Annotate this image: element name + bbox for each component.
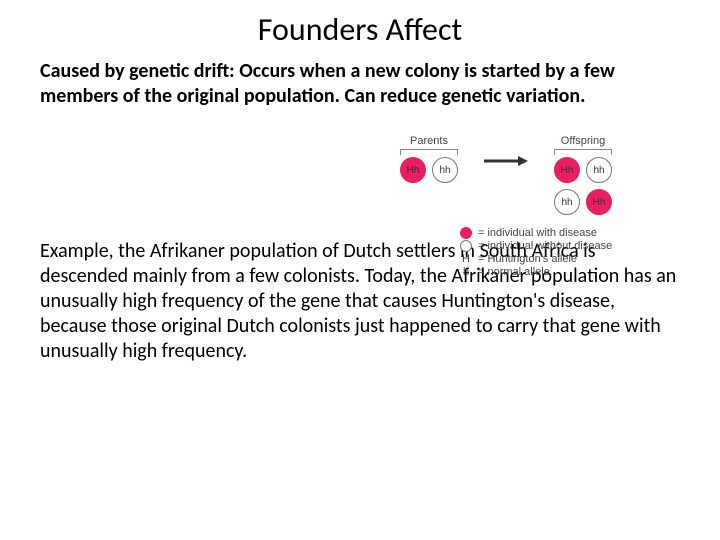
- legend-text: = Huntington's allele: [478, 253, 577, 265]
- offspring-circle: Hh: [554, 157, 580, 183]
- legend-text: = individual without disease: [478, 240, 612, 252]
- legend-letter: h: [460, 266, 472, 278]
- slide-title: Founders Affect: [40, 10, 680, 49]
- legend-row: H = Huntington's allele: [460, 253, 680, 265]
- empty-circle-icon: [460, 240, 472, 252]
- inheritance-diagram: Parents Hh hh Offspring Hh hh hh Hh: [400, 135, 680, 279]
- arrow-icon: [484, 155, 528, 167]
- legend-row: = individual with disease: [460, 227, 680, 239]
- parents-label: Parents: [410, 135, 448, 147]
- legend-row: h = normal allele: [460, 266, 680, 278]
- legend-letter: H: [460, 253, 472, 265]
- legend-text: = individual with disease: [478, 227, 597, 239]
- offspring-circle: Hh: [586, 189, 612, 215]
- offspring-group: Offspring Hh hh hh Hh: [554, 135, 612, 215]
- parent-circle: hh: [432, 157, 458, 183]
- legend-text: = normal allele: [478, 266, 550, 278]
- filled-circle-icon: [460, 227, 472, 239]
- offspring-circle: hh: [554, 189, 580, 215]
- offspring-bracket: [554, 149, 612, 155]
- parents-group: Parents Hh hh: [400, 135, 458, 183]
- legend-row: = individual without disease: [460, 240, 680, 252]
- offspring-label: Offspring: [561, 135, 605, 147]
- parent-circle: Hh: [400, 157, 426, 183]
- parents-bracket: [400, 149, 458, 155]
- diagram-legend: = individual with disease = individual w…: [460, 227, 680, 278]
- intro-text: Caused by genetic drift: Occurs when a n…: [40, 59, 680, 109]
- offspring-circle: hh: [586, 157, 612, 183]
